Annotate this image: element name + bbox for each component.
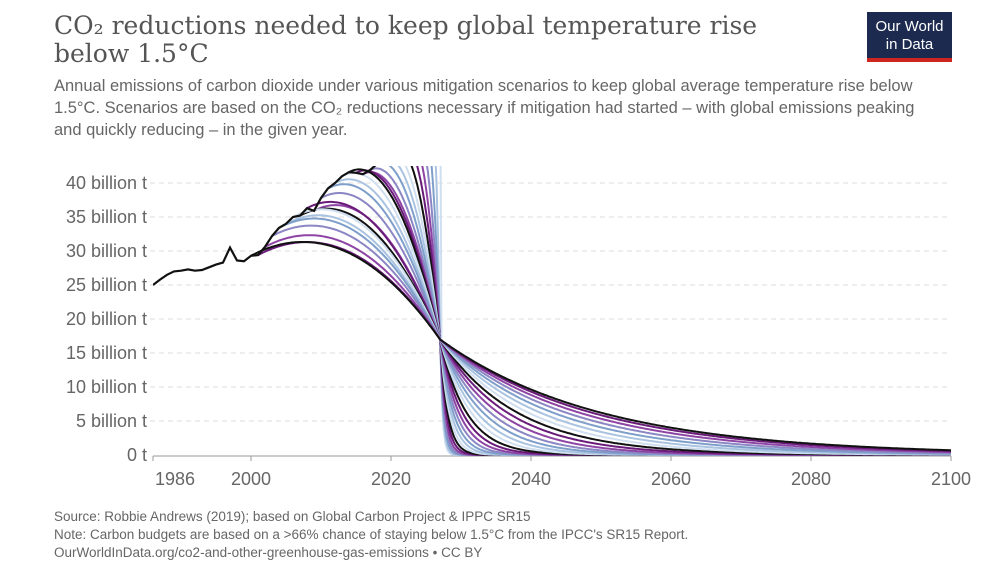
y-tick-label: 25 billion t [66, 275, 147, 295]
x-tick-label: 1986 [155, 469, 195, 489]
scenario-line-2004 [278, 217, 951, 455]
y-tick-label: 10 billion t [66, 377, 147, 397]
y-axis: 0 t 5 billion t 10 billion t 15 billion t 20… [66, 173, 147, 465]
y-tick-label: 15 billion t [66, 343, 147, 363]
source-text: Source: Robbie Andrews (2019); based on … [54, 509, 531, 524]
url-license-text[interactable]: OurWorldInData.org/co2-and-other-greenho… [54, 545, 483, 560]
chart-footer: Source: Robbie Andrews (2019); based on … [54, 508, 688, 562]
series-lines [153, 166, 951, 456]
scenario-line-2001 [257, 241, 951, 453]
y-tick-label: 20 billion t [66, 309, 147, 329]
x-tick-label: 2020 [371, 469, 411, 489]
x-tick-label: 2100 [931, 469, 971, 489]
y-tick-label: 5 billion t [76, 411, 147, 431]
y-tick-label: 0 t [127, 445, 147, 465]
scenario-line-2000 [250, 241, 951, 452]
scenario-line-2003 [271, 224, 951, 454]
scenario-line-2008 [306, 200, 951, 456]
historical-emissions-line [153, 166, 377, 286]
x-tick-label: 2080 [791, 469, 831, 489]
scenario-line-2002 [264, 234, 951, 454]
owid-logo[interactable]: Our World in Data [867, 12, 952, 62]
y-tick-label: 35 billion t [66, 207, 147, 227]
logo-line1: Our World [875, 18, 944, 35]
x-axis: 1986 2000 2020 2040 2060 2080 2100 [152, 455, 971, 489]
y-tick-label: 40 billion t [66, 173, 147, 193]
scenario-line-2017 [369, 167, 951, 456]
scenario-line-2026 [434, 166, 951, 456]
logo-line2: in Data [885, 36, 934, 53]
gridlines [150, 182, 950, 422]
scenario-line-2018 [388, 166, 951, 456]
x-tick-label: 2060 [651, 469, 691, 489]
x-tick-label: 2000 [231, 469, 271, 489]
chart-subtitle: Annual emissions of carbon dioxide under… [54, 77, 915, 139]
note-text: Note: Carbon budgets are based on a >66%… [54, 527, 689, 542]
chart-title: CO₂ reductions needed to keep global tem… [54, 11, 758, 68]
scenario-line-2005 [285, 214, 951, 456]
y-tick-label: 30 billion t [66, 241, 147, 261]
x-tick-label: 2040 [511, 469, 551, 489]
